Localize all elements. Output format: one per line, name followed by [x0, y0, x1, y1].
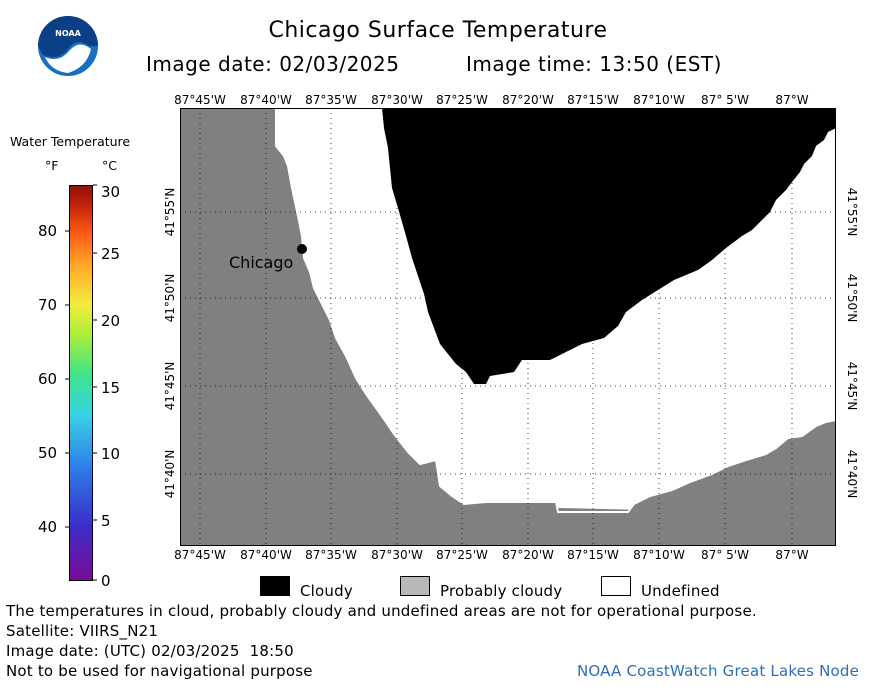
- f-tick-60: 60: [38, 370, 58, 388]
- f-tick-50: 50: [38, 444, 58, 462]
- page-title: Chicago Surface Temperature: [268, 18, 608, 43]
- legend-label-probably-cloudy: Probably cloudy: [440, 582, 563, 600]
- lon-label-top: 87°10'W: [633, 93, 685, 107]
- lon-label-top: 87°35'W: [305, 93, 357, 107]
- c-tick-15: 15: [101, 379, 121, 397]
- lon-label-top: 87°30'W: [371, 93, 423, 107]
- lon-label-top: 87°20'W: [502, 93, 554, 107]
- lat-label-left: 41°50'N: [163, 273, 177, 323]
- lon-label-bottom: 87° 5'W: [701, 548, 749, 562]
- legend-swatch-probably-cloudy: [400, 576, 430, 596]
- legend-swatch-cloudy: [260, 576, 290, 596]
- f-tick-80: 80: [38, 222, 58, 240]
- c-tick-0: 0: [101, 572, 111, 590]
- image-time-header: Image time: 13:50 (EST): [466, 52, 722, 76]
- lon-label-bottom: 87°15'W: [567, 548, 619, 562]
- navigation-warning: Not to be used for navigational purpose: [6, 662, 313, 680]
- lon-label-top: 87°W: [775, 93, 809, 107]
- lat-label-left: 41°40'N: [163, 449, 177, 499]
- utc-date-text: Image date: (UTC) 02/03/2025 18:50: [6, 642, 294, 660]
- lon-label-bottom: 87°45'W: [174, 548, 226, 562]
- shoreline: [275, 108, 836, 513]
- colorbar-unit-f: °F: [45, 158, 59, 173]
- noaa-logo: NOAA: [37, 15, 99, 77]
- lat-label-right: 41°50'N: [845, 273, 859, 323]
- colorbar-unit-c: °C: [102, 158, 117, 173]
- chicago-label: Chicago: [229, 253, 294, 272]
- lat-label-right: 41°45'N: [845, 361, 859, 411]
- c-tick-20: 20: [101, 312, 121, 330]
- c-tick-25: 25: [101, 245, 121, 263]
- legend-label-cloudy: Cloudy: [300, 582, 353, 600]
- c-tick-10: 10: [101, 445, 121, 463]
- lon-label-top: 87°45'W: [174, 93, 226, 107]
- lon-label-top: 87°15'W: [567, 93, 619, 107]
- chicago-marker: [297, 244, 307, 254]
- image-date-header: Image date: 02/03/2025: [146, 52, 400, 76]
- lat-label-left: 41°55'N: [163, 187, 177, 237]
- lon-label-bottom: 87°30'W: [371, 548, 423, 562]
- land-south: [464, 420, 836, 546]
- lon-label-bottom: 87°25'W: [436, 548, 488, 562]
- lon-label-bottom: 87°W: [775, 548, 809, 562]
- lat-label-left: 41°45'N: [163, 361, 177, 411]
- satellite-text: Satellite: VIIRS_N21: [6, 622, 159, 640]
- lat-label-right: 41°55'N: [845, 187, 859, 237]
- legend-label-undefined: Undefined: [641, 582, 720, 600]
- lat-label-right: 41°40'N: [845, 449, 859, 499]
- f-tick-40: 40: [38, 518, 58, 536]
- colorbar: [69, 185, 93, 581]
- temperature-map: [180, 108, 836, 546]
- lon-label-bottom: 87°20'W: [502, 548, 554, 562]
- lon-label-bottom: 87°10'W: [633, 548, 685, 562]
- legend-swatch-undefined: [601, 576, 631, 596]
- svg-text:NOAA: NOAA: [55, 29, 81, 38]
- graticule: [180, 108, 836, 546]
- f-tick-70: 70: [38, 296, 58, 314]
- disclaimer-text: The temperatures in cloud, probably clou…: [6, 602, 757, 620]
- lon-label-bottom: 87°40'W: [240, 548, 292, 562]
- lon-label-bottom: 87°35'W: [305, 548, 357, 562]
- lon-label-top: 87°25'W: [436, 93, 488, 107]
- colorbar-title: Water Temperature: [10, 134, 131, 149]
- colorbar-ticks: [65, 184, 97, 581]
- cloudy-area: [382, 108, 836, 384]
- credit-text: NOAA CoastWatch Great Lakes Node: [577, 662, 860, 680]
- lon-label-top: 87° 5'W: [701, 93, 749, 107]
- c-tick-30: 30: [101, 183, 121, 201]
- c-tick-5: 5: [101, 512, 111, 530]
- lon-label-top: 87°40'W: [240, 93, 292, 107]
